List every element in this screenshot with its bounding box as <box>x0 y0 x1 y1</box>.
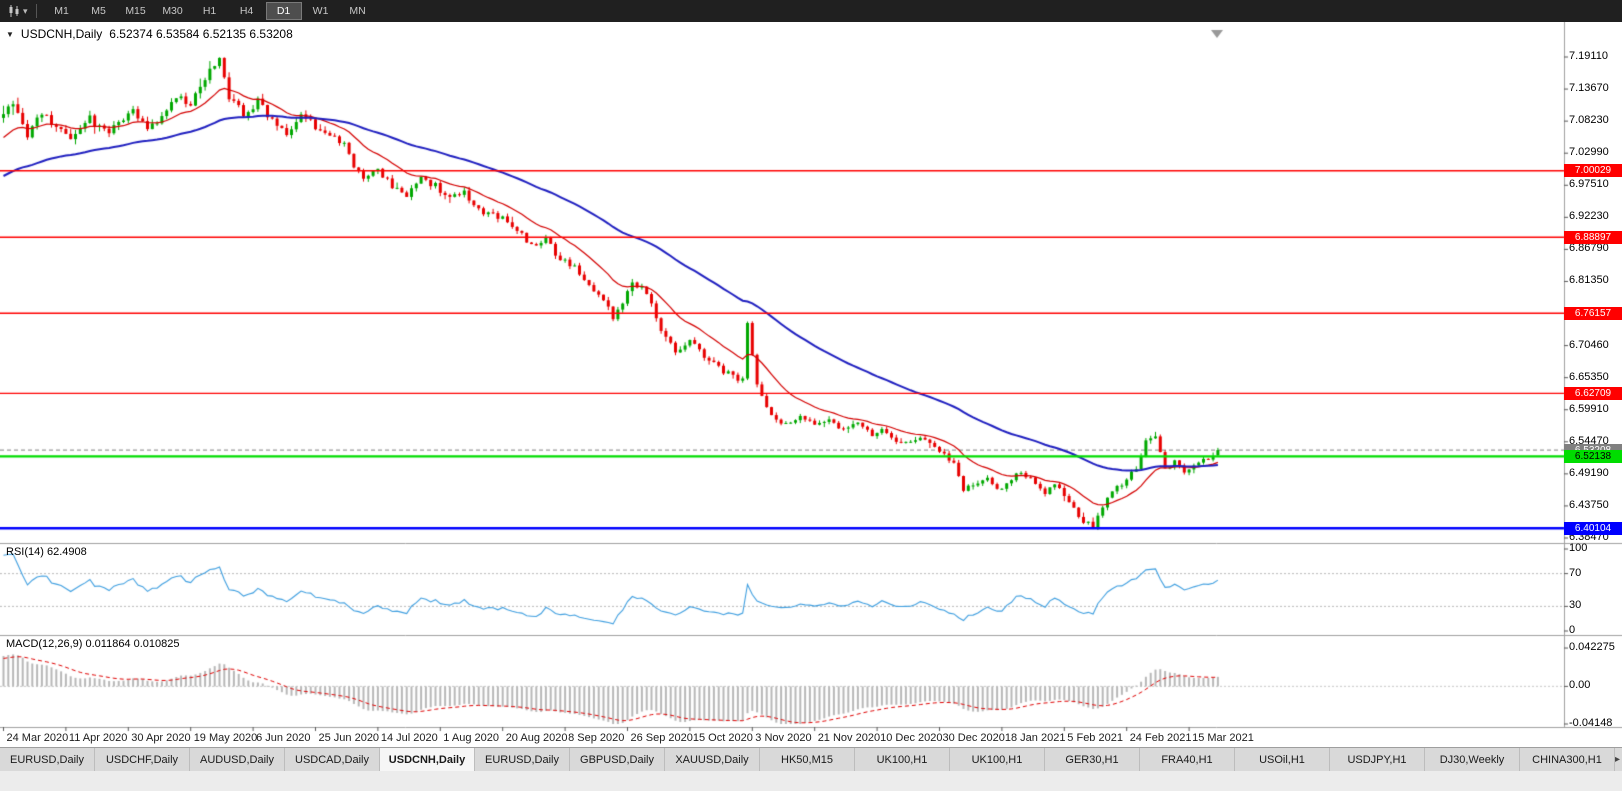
date-label: 25 Jun 2020 <box>318 732 380 744</box>
window-bottom-filler <box>0 771 1622 791</box>
date-label: 15 Oct 2020 <box>692 732 753 744</box>
tab-uk100-h1[interactable]: UK100,H1 <box>855 748 950 771</box>
tab-hk50-m15[interactable]: HK50,M15 <box>760 748 855 771</box>
price-scale-label: 6.92230 <box>1569 210 1609 223</box>
tab-usdcad-daily[interactable]: USDCAD,Daily <box>285 748 380 771</box>
date-label: 19 May 2020 <box>193 732 258 744</box>
price-scale-label: 6.59910 <box>1569 402 1609 415</box>
tab-eurusd-daily[interactable]: EURUSD,Daily <box>0 748 95 771</box>
timeframe-button-h1[interactable]: H1 <box>202 5 217 18</box>
date-label: 30 Apr 2020 <box>131 732 191 744</box>
date-label: 1 Aug 2020 <box>443 732 499 744</box>
chart-tabs-bar: EURUSD,Daily USDCHF,Daily AUDUSD,Daily USDC… <box>0 747 1622 771</box>
tab-dj30-weekly[interactable]: DJ30,Weekly <box>1425 748 1520 771</box>
date-label: 10 Dec 2020 <box>880 732 943 744</box>
toolbar-separator <box>35 4 37 18</box>
timeframe-button-group: M1 M5 M15 M30 H1 H4 D1 W1 MN <box>44 2 377 20</box>
indicator-scale-label: 30 <box>1569 599 1582 612</box>
tab-scroll-right-button[interactable]: ▸ <box>1615 748 1622 771</box>
tab-china300-h1[interactable]: CHINA300,H1 <box>1520 748 1615 771</box>
date-label: 20 Aug 2020 <box>505 732 568 744</box>
indicator-scale-label: 0 <box>1569 624 1576 636</box>
price-scale-label: 6.49190 <box>1569 466 1609 479</box>
timeframe-button-mn[interactable]: MN <box>349 5 366 18</box>
price-line-label-6.88897: 6.88897 <box>1564 230 1622 244</box>
chevron-down-icon: ▾ <box>23 5 28 16</box>
date-label: 21 Nov 2020 <box>817 732 881 744</box>
chart-type-button[interactable]: ▾ <box>5 3 31 19</box>
price-scale-label: 7.13670 <box>1569 82 1609 95</box>
timeframe-button-m15[interactable]: M15 <box>125 5 146 18</box>
tab-eurusd-daily[interactable]: EURUSD,Daily <box>475 748 570 771</box>
indicator-scale-label: 70 <box>1569 566 1582 579</box>
timeframe-button-w1[interactable]: W1 <box>312 5 329 18</box>
date-label: 8 Sep 2020 <box>568 732 625 744</box>
tab-usdcnh-daily[interactable]: USDCNH,Daily <box>380 748 475 771</box>
tab-audusd-daily[interactable]: AUDUSD,Daily <box>190 748 285 771</box>
timeframe-button-m1[interactable]: M1 <box>54 5 69 18</box>
price-line-label-6.76157: 6.76157 <box>1564 306 1622 320</box>
date-label: 26 Sep 2020 <box>630 732 693 744</box>
price-scale-label: 6.70460 <box>1569 338 1609 351</box>
price-line-label-6.40104: 6.40104 <box>1564 521 1622 535</box>
tab-usoil-h1[interactable]: USOil,H1 <box>1235 748 1330 771</box>
timeframe-button-m5[interactable]: M5 <box>91 5 106 18</box>
tab-xauusd-daily[interactable]: XAUUSD,Daily <box>665 748 760 771</box>
tab-usdjpy-h1[interactable]: USDJPY,H1 <box>1330 748 1425 771</box>
price-scale-label: 6.65350 <box>1569 370 1609 383</box>
timeframe-button-m30[interactable]: M30 <box>162 5 183 18</box>
date-label: 18 Jan 2021 <box>1004 732 1066 744</box>
tab-usdchf-daily[interactable]: USDCHF,Daily <box>95 748 190 771</box>
date-label: 24 Feb 2021 <box>1129 732 1192 744</box>
top-toolbar: ▾ M1 M5 M15 M30 H1 H4 D1 W1 MN <box>0 0 1622 22</box>
price-scale-label: 6.81350 <box>1569 274 1609 287</box>
date-label: 3 Nov 2020 <box>755 732 812 744</box>
price-line-label-6.62709: 6.62709 <box>1564 386 1622 400</box>
price-line-label-7.00029: 7.00029 <box>1564 164 1622 178</box>
tab-gbpusd-daily[interactable]: GBPUSD,Daily <box>570 748 665 771</box>
price-line-label-6.52138: 6.52138 <box>1564 449 1622 463</box>
price-scale-label: 6.97510 <box>1569 178 1609 191</box>
candlestick-chart-icon <box>9 5 19 17</box>
date-label: 14 Jul 2020 <box>380 732 438 744</box>
tab-ger30-h1[interactable]: GER30,H1 <box>1045 748 1140 771</box>
date-label: 24 Mar 2020 <box>6 732 69 744</box>
indicator-scale-label: 0.00 <box>1569 679 1591 692</box>
right-arrow-icon: ▸ <box>1615 754 1621 765</box>
price-scale-label: 7.19110 <box>1569 50 1608 62</box>
timeframe-button-h4[interactable]: H4 <box>239 5 254 18</box>
price-scale-label: 6.43750 <box>1569 498 1609 511</box>
price-scale-label: 7.08230 <box>1569 114 1609 127</box>
price-chart-canvas[interactable] <box>0 22 1622 747</box>
date-label: 30 Dec 2020 <box>942 732 1005 744</box>
timeframe-button-d1[interactable]: D1 <box>265 2 302 20</box>
indicator-scale-label: 0.042275 <box>1569 641 1615 654</box>
tab-fra40-h1[interactable]: FRA40,H1 <box>1140 748 1235 771</box>
price-scale-label: 6.86790 <box>1569 242 1609 255</box>
price-scale-label: 7.02990 <box>1569 146 1609 159</box>
date-label: 15 Mar 2021 <box>1192 732 1254 744</box>
date-label: 6 Jun 2020 <box>256 732 311 744</box>
chart-tabs: EURUSD,Daily USDCHF,Daily AUDUSD,Daily USDC… <box>0 748 1615 771</box>
date-label: 5 Feb 2021 <box>1067 732 1123 744</box>
indicator-scale-label: -0.04148 <box>1569 717 1613 729</box>
date-label: 11 Apr 2020 <box>68 732 128 744</box>
tab-uk100-h1[interactable]: UK100,H1 <box>950 748 1045 771</box>
indicator-scale-label: 100 <box>1569 542 1588 554</box>
